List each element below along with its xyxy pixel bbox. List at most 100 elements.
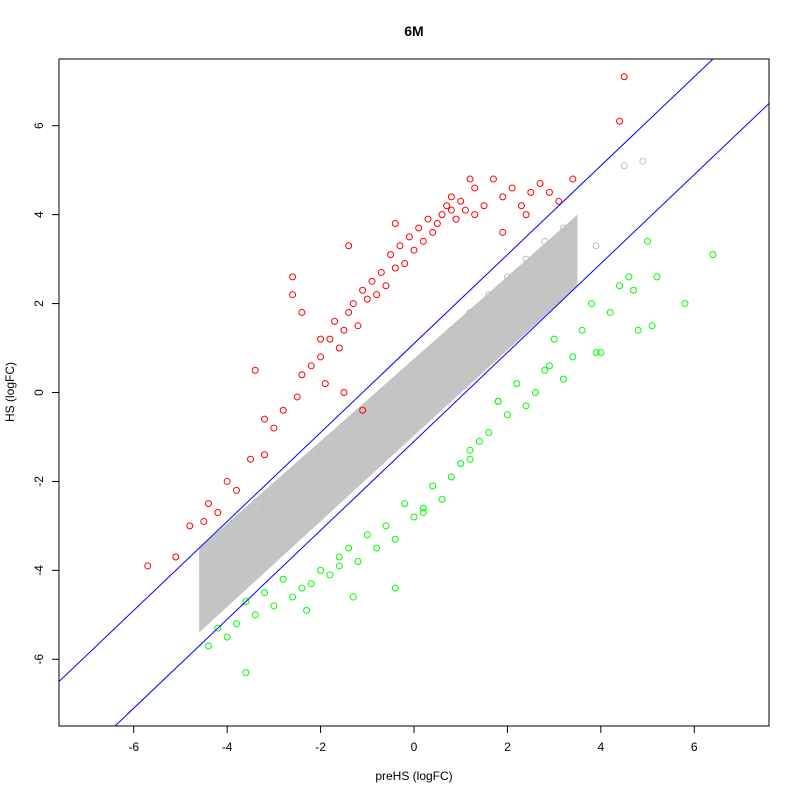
point-down [644, 237, 652, 245]
y-tick-label: -2 [32, 476, 46, 487]
point-up [620, 73, 628, 81]
point-down [382, 522, 390, 530]
y-tick-label: 2 [32, 300, 46, 307]
point-down [354, 557, 362, 565]
point-up [424, 215, 432, 223]
y-tick-label: 4 [32, 211, 46, 218]
point-ns [471, 348, 479, 356]
plot-area [59, 59, 769, 726]
point-up [289, 291, 297, 299]
point-ns [620, 162, 628, 170]
point-ns [536, 286, 544, 294]
point-down [242, 597, 250, 605]
point-ns [321, 491, 329, 499]
point-up [499, 228, 507, 236]
point-ns [303, 509, 311, 517]
point-up [200, 517, 208, 525]
point-up [204, 500, 212, 508]
point-ns [555, 268, 563, 276]
x-tick-label: -6 [128, 740, 139, 754]
point-up [536, 180, 544, 188]
point-ns [508, 313, 516, 321]
point-up [368, 277, 376, 285]
point-ns [265, 544, 273, 552]
point-ns [447, 326, 455, 334]
point-up [279, 406, 287, 414]
point-down [531, 389, 539, 396]
point-up [261, 451, 269, 459]
point-up [447, 193, 455, 201]
point-up [387, 251, 395, 259]
y-tick-label: 6 [32, 122, 46, 129]
point-up [382, 282, 390, 290]
point-up [461, 206, 469, 214]
point-down [559, 375, 567, 383]
point-up [340, 389, 348, 396]
point-down [545, 362, 553, 370]
point-down [625, 273, 633, 281]
point-ns [368, 446, 376, 454]
point-ns [256, 553, 264, 561]
point-ns [340, 473, 348, 481]
x-tick-label: 2 [504, 740, 511, 754]
x-tick-label: 4 [597, 740, 604, 754]
point-up [317, 353, 325, 361]
point-down [709, 251, 717, 259]
point-down [335, 553, 343, 561]
point-up [345, 308, 353, 316]
point-ns [228, 580, 236, 588]
point-ns [391, 380, 399, 388]
point-down [261, 589, 269, 597]
point-ns [466, 308, 474, 316]
point-up [144, 562, 152, 570]
x-tick-label: -4 [222, 740, 233, 754]
point-up [331, 317, 339, 325]
point-up [522, 211, 530, 219]
point-down [335, 562, 343, 570]
point-ns [293, 517, 301, 525]
point-up [233, 486, 240, 494]
point-ns [461, 357, 469, 365]
point-up [410, 246, 418, 254]
point-down [214, 624, 222, 632]
x-tick-label: 0 [411, 740, 418, 754]
point-up [373, 291, 381, 299]
point-ns [415, 402, 423, 410]
point-ns [317, 451, 325, 459]
point-ns [331, 482, 339, 490]
point-ns [396, 420, 404, 428]
point-ns [387, 429, 395, 437]
x-tick-label: -2 [315, 740, 326, 754]
point-down [681, 300, 689, 308]
y-tick-label: -6 [32, 654, 46, 665]
point-down [616, 282, 624, 290]
point-up [214, 509, 222, 517]
point-up [247, 455, 255, 463]
point-down [233, 620, 240, 628]
point-up [443, 202, 451, 210]
point-ns [545, 277, 553, 285]
point-down [410, 513, 418, 521]
point-down [630, 286, 638, 294]
point-ns [247, 562, 255, 570]
point-up [405, 233, 413, 241]
point-ns [349, 464, 357, 472]
point-down [634, 326, 642, 334]
point-up [326, 335, 334, 343]
point-up [517, 202, 525, 210]
point-ns [489, 331, 497, 339]
point-up [293, 393, 301, 401]
point-down [466, 446, 474, 454]
point-up [480, 202, 488, 210]
point-ns [592, 242, 600, 250]
point-ns [424, 393, 432, 401]
point-down [223, 633, 231, 641]
point-up [354, 322, 362, 330]
point-up [186, 522, 194, 530]
point-ns [237, 571, 245, 579]
point-up [321, 380, 329, 388]
point-up [261, 415, 269, 423]
point-ns [261, 504, 269, 512]
point-ns [223, 540, 231, 548]
